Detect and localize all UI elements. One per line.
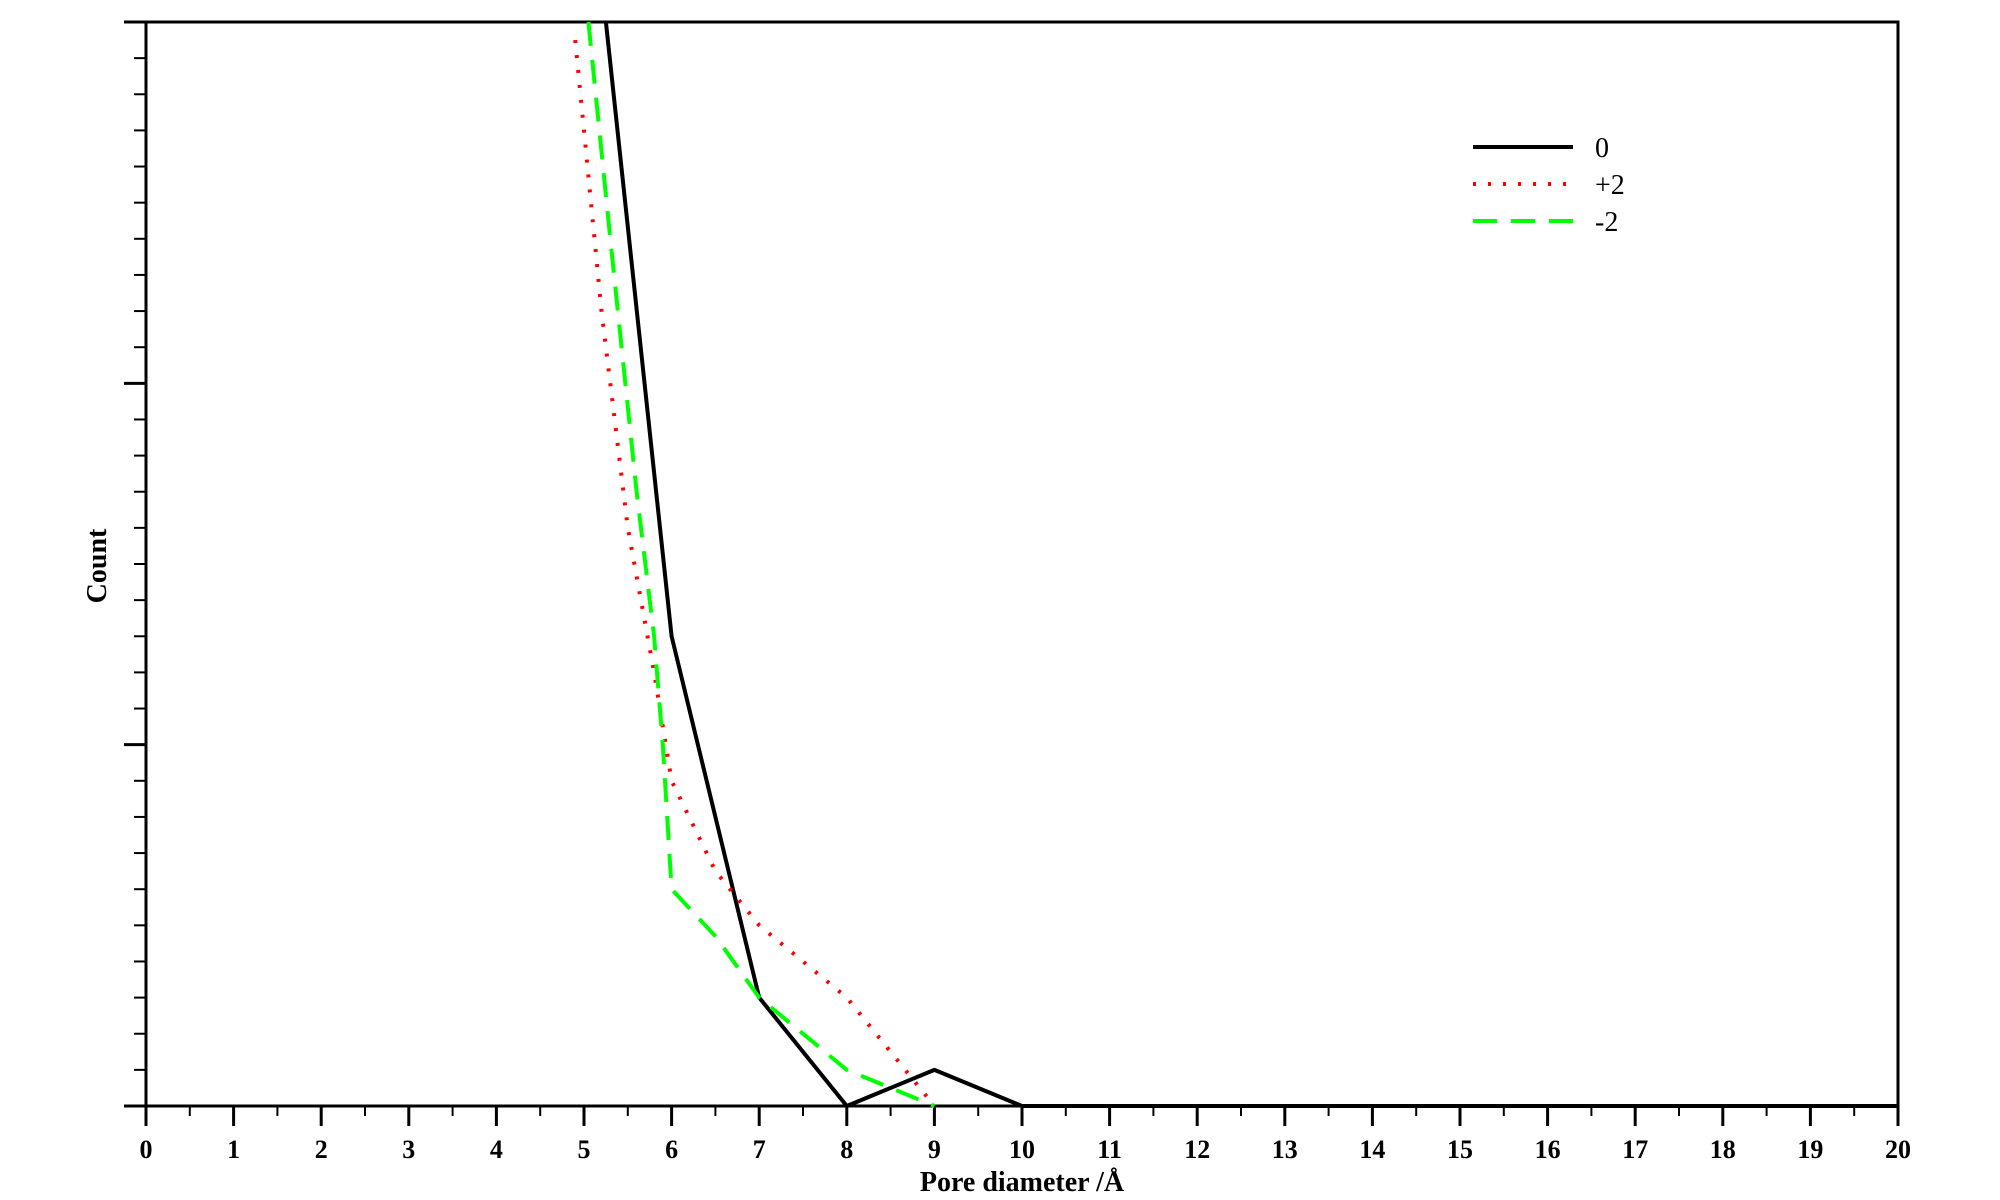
x-tick-label: 3 — [402, 1135, 415, 1164]
x-tick-label: 17 — [1622, 1135, 1648, 1164]
x-tick-label: 20 — [1885, 1135, 1911, 1164]
x-tick-label: 10 — [1009, 1135, 1035, 1164]
x-axis-title: Pore diameter /Å — [920, 1167, 1125, 1198]
x-tick-label: 19 — [1797, 1135, 1823, 1164]
x-tick-label: 12 — [1184, 1135, 1210, 1164]
legend-label-2: +2 — [1595, 170, 1625, 201]
x-tick-label: 16 — [1535, 1135, 1561, 1164]
series-line-3 — [586, 21, 936, 1108]
x-tick-label: 1 — [227, 1135, 240, 1164]
series-line-1 — [603, 21, 1898, 1108]
x-tick-label: 4 — [490, 1135, 503, 1164]
x-tick-label: 8 — [840, 1135, 853, 1164]
x-tick-label: 13 — [1272, 1135, 1298, 1164]
series-lines — [573, 21, 1898, 1108]
x-tick-label: 0 — [140, 1135, 153, 1164]
y-axis-ticks — [124, 20, 146, 1108]
x-tick-label: 5 — [578, 1135, 591, 1164]
x-axis-tick-labels: 0 1 2 3 4 5 6 7 8 9 10 11 12 13 14 15 16 17 18 19 20 — [140, 1135, 1912, 1164]
x-tick-label: 2 — [315, 1135, 328, 1164]
legend: 0 +2 -2 — [1473, 133, 1625, 238]
x-tick-label: 14 — [1359, 1135, 1385, 1164]
x-tick-label: 15 — [1447, 1135, 1473, 1164]
legend-label-1: 0 — [1595, 133, 1609, 164]
plot-frame — [144, 20, 1900, 1108]
x-tick-label: 9 — [928, 1135, 941, 1164]
x-tick-label: 11 — [1097, 1135, 1122, 1164]
y-axis-title: Count — [82, 528, 113, 603]
x-axis-ticks — [144, 1106, 1900, 1126]
x-tick-label: 6 — [665, 1135, 678, 1164]
series-line-2 — [573, 39, 936, 1108]
x-tick-label: 18 — [1710, 1135, 1736, 1164]
x-tick-label: 7 — [753, 1135, 766, 1164]
legend-label-3: -2 — [1595, 207, 1618, 238]
